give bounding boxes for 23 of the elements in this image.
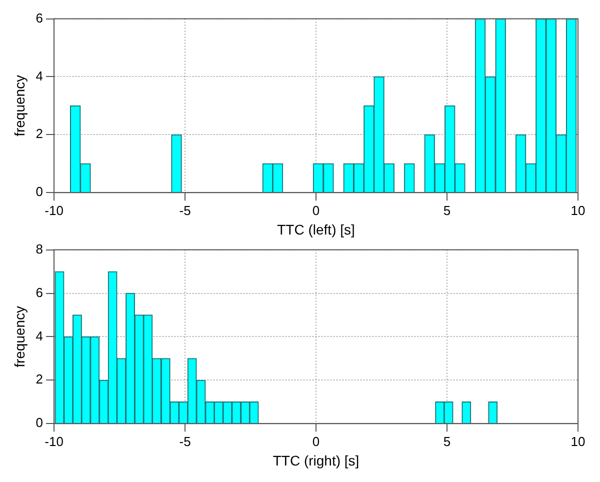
x-tick-label: -10 bbox=[44, 434, 64, 449]
x-tick-label: 0 bbox=[312, 202, 320, 218]
x-tick-label: 10 bbox=[570, 434, 586, 449]
x-axis-title: TTC (right) [s] bbox=[272, 452, 360, 468]
x-axis-title: TTC (left) [s] bbox=[277, 221, 355, 238]
x-tick-label: -5 bbox=[179, 434, 191, 449]
y-tick-label: 6 bbox=[36, 10, 44, 26]
y-axis-title: frequency bbox=[11, 306, 28, 368]
x-tick-label: 5 bbox=[443, 434, 451, 449]
x-tick-label: -5 bbox=[179, 202, 191, 218]
y-axis-title: frequency bbox=[11, 74, 28, 136]
x-tick-label: 0 bbox=[312, 434, 320, 449]
y-tick-label: 2 bbox=[36, 372, 44, 387]
y-tick-label: 6 bbox=[36, 284, 44, 300]
y-tick-label: 0 bbox=[36, 415, 44, 430]
y-tick-label: 0 bbox=[36, 184, 44, 200]
y-tick-label: 4 bbox=[36, 328, 44, 344]
x-tick-label: 10 bbox=[570, 202, 586, 218]
y-tick-label: 4 bbox=[36, 68, 44, 84]
y-tick-label: 8 bbox=[36, 241, 44, 256]
x-tick-label: -10 bbox=[44, 202, 64, 218]
x-tick-label: 5 bbox=[443, 202, 451, 218]
y-tick-label: 2 bbox=[36, 126, 44, 142]
